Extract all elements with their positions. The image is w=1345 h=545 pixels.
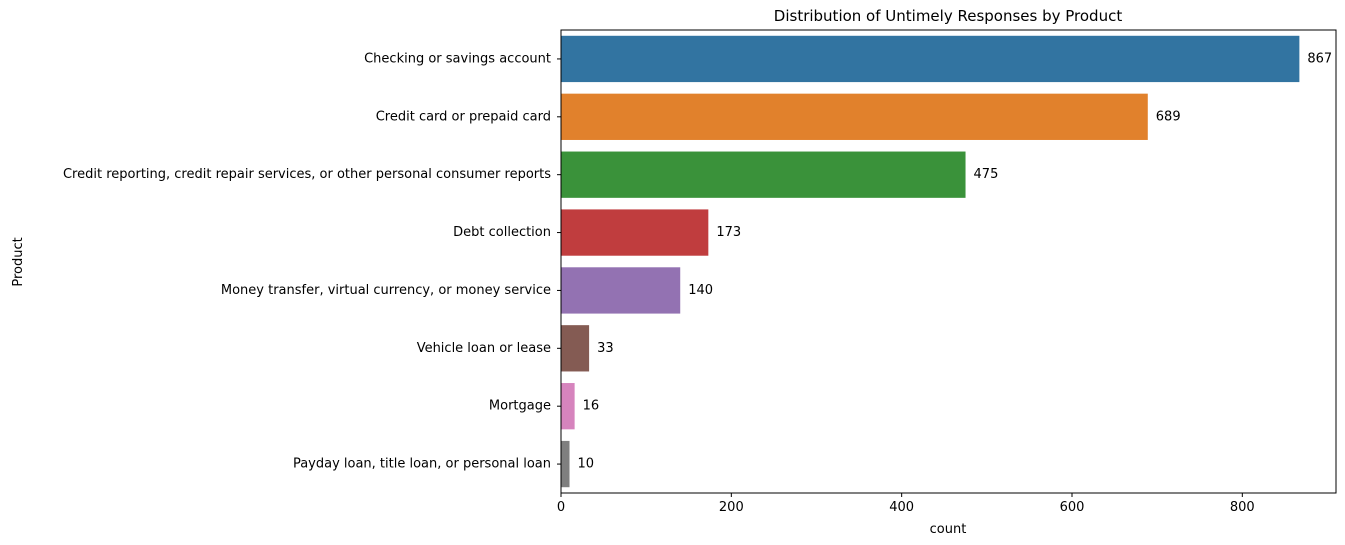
data-label: 140 — [688, 283, 713, 298]
data-label: 867 — [1307, 51, 1332, 66]
bar — [561, 383, 575, 430]
bar — [561, 267, 681, 314]
bar — [561, 35, 1300, 83]
bar — [561, 93, 1148, 140]
y-tick-label: Checking or savings account — [364, 51, 551, 66]
plot-frame — [560, 29, 1337, 494]
y-tick-label: Credit card or prepaid card — [376, 109, 551, 124]
bar — [561, 325, 590, 372]
x-tick-label: 400 — [889, 500, 914, 515]
y-tick-label: Payday loan, title loan, or personal loa… — [293, 457, 551, 472]
bar — [561, 440, 570, 488]
data-label: 173 — [716, 225, 741, 240]
data-label: 10 — [578, 457, 595, 472]
x-tick-label: 800 — [1230, 500, 1255, 515]
data-label: 475 — [974, 167, 999, 182]
y-tick-label: Vehicle loan or lease — [417, 341, 551, 356]
bar — [561, 151, 966, 198]
y-axis-title: Product — [11, 237, 26, 286]
x-axis-title: count — [930, 522, 967, 537]
data-label: 33 — [597, 341, 614, 356]
y-tick-label: Money transfer, virtual currency, or mon… — [221, 283, 551, 298]
y-tick-label: Mortgage — [489, 399, 551, 414]
y-tick-labels: Checking or savings account Credit card o… — [63, 51, 561, 472]
bar — [561, 209, 709, 256]
bars-layer — [561, 35, 1300, 488]
data-labels: 867 689 475 173 140 33 16 10 — [578, 51, 1333, 471]
y-tick-label: Credit reporting, credit repair services… — [63, 167, 551, 182]
x-tick-label: 600 — [1060, 500, 1085, 515]
x-tick-label: 0 — [557, 500, 565, 515]
x-axis: 0 200 400 600 800 — [557, 493, 1255, 515]
data-label: 16 — [583, 399, 600, 414]
data-label: 689 — [1156, 109, 1181, 124]
x-tick-label: 200 — [719, 500, 744, 515]
y-tick-label: Debt collection — [453, 225, 551, 240]
chart-title: Distribution of Untimely Responses by Pr… — [774, 7, 1123, 25]
